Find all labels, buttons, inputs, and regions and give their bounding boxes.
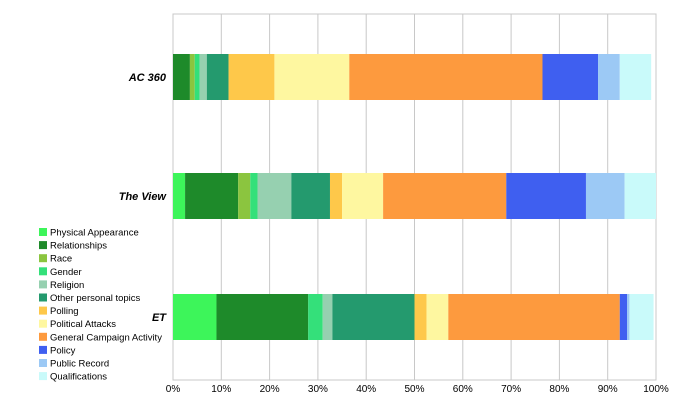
bar-segment (185, 173, 239, 219)
legend-label: Religion (50, 280, 84, 291)
bar-segment (619, 54, 652, 100)
bar-segment (629, 294, 654, 340)
bar-segment (322, 294, 333, 340)
bar-segment (383, 173, 507, 219)
x-axis: 0% 10% 20% 30% 40% 50% 60% 70% 80% 90% 100% (166, 384, 669, 395)
x-tick-label: 80% (549, 384, 569, 395)
category-label: ET (152, 312, 167, 324)
legend-swatch (39, 319, 47, 328)
x-tick-label: 90% (598, 384, 618, 395)
x-tick-label: 0% (166, 384, 181, 395)
bar-segment (349, 54, 543, 100)
bar-segment (274, 54, 350, 100)
bar-segment (173, 173, 186, 219)
legend-label: Physical Appearance (50, 228, 139, 239)
bar-segment (216, 294, 309, 340)
legend-swatch (39, 254, 47, 263)
legend-swatch (39, 293, 47, 302)
bars (173, 54, 656, 340)
category-label: AC 360 (128, 72, 167, 84)
legend-label: Qualifications (50, 372, 107, 383)
category-labels: AC 360 The View ET (119, 72, 168, 324)
bar-segment (329, 173, 343, 219)
x-tick-label: 40% (356, 384, 376, 395)
bar-segment (448, 294, 620, 340)
legend-swatch (39, 332, 47, 341)
x-tick-label: 60% (453, 384, 473, 395)
bar-segment (624, 173, 656, 219)
legend-swatch (39, 359, 47, 367)
legend: Physical Appearance Relationships Race Gend… (39, 228, 162, 383)
bar-segment (426, 294, 449, 340)
legend-swatch (39, 372, 47, 381)
bar-segment (598, 54, 620, 100)
bar-segment (414, 294, 427, 340)
bar-segment (199, 54, 207, 100)
legend-swatch (39, 267, 47, 276)
x-tick-label: 70% (501, 384, 521, 395)
legend-swatch (39, 280, 47, 289)
bar-segment (189, 54, 195, 100)
legend-swatch (39, 306, 47, 315)
legend-label: Policy (50, 345, 76, 356)
x-tick-label: 20% (260, 384, 280, 395)
bar-segment (173, 294, 217, 340)
legend-label: Polling (50, 306, 79, 317)
bar-segment (585, 173, 625, 219)
legend-label: Gender (50, 267, 82, 278)
legend-label: Relationships (50, 241, 107, 252)
bar-segment (332, 294, 415, 340)
legend-swatch (39, 241, 47, 250)
bar-segment (238, 173, 251, 219)
bar-segment (194, 54, 200, 100)
legend-label: Public Record (50, 359, 109, 370)
x-tick-label: 50% (404, 384, 424, 395)
bar-segment (506, 173, 586, 219)
bar-segment (173, 54, 190, 100)
x-tick-label: 100% (643, 384, 669, 395)
bar-segment (257, 173, 292, 219)
legend-label: Political Attacks (50, 319, 116, 330)
bar-segment (627, 294, 630, 340)
bar-segment (619, 294, 628, 340)
legend-label: Race (50, 254, 72, 265)
bar-segment (250, 173, 258, 219)
bar-segment (206, 54, 229, 100)
bar-segment (542, 54, 599, 100)
bar-segment (308, 294, 323, 340)
legend-label: General Campaign Activity (50, 332, 162, 343)
bar-segment (228, 54, 275, 100)
x-tick-label: 30% (308, 384, 328, 395)
x-tick-label: 10% (211, 384, 231, 395)
legend-swatch (39, 228, 47, 236)
legend-swatch (39, 345, 47, 354)
category-label: The View (119, 191, 168, 203)
bar-segment (291, 173, 330, 219)
bar-segment (342, 173, 384, 219)
legend-label: Other personal topics (50, 293, 141, 304)
